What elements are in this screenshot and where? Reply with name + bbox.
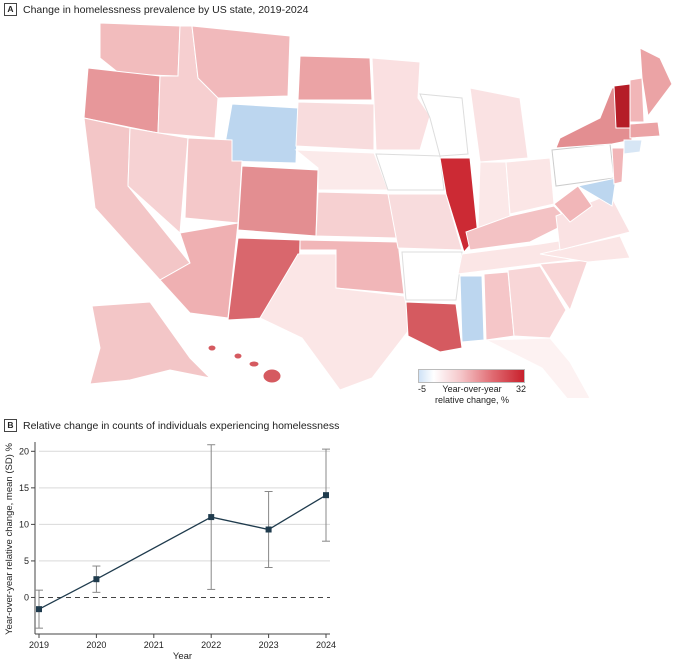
legend-color-scale <box>418 369 525 383</box>
legend-min-label: -5 <box>418 384 427 394</box>
legend-title-line2: relative change, % <box>434 395 510 405</box>
state-tx <box>259 253 413 391</box>
grid-layer <box>39 450 330 598</box>
legend-title-line1: Year-over-year <box>442 384 502 394</box>
state-va <box>555 193 631 251</box>
state-ia <box>375 153 445 191</box>
legend-max-label: 32 <box>515 384 526 394</box>
state-fl <box>485 337 591 398</box>
state-wa <box>99 22 181 77</box>
state-ar <box>401 251 463 301</box>
state-mi <box>469 87 529 163</box>
x-axis-title: Year <box>173 651 192 661</box>
state-nc <box>539 235 631 263</box>
panel-a-badge: A <box>4 3 17 16</box>
panel-b-header: B Relative change in counts of individua… <box>4 419 339 432</box>
x-tick-label: 2022 <box>201 640 221 650</box>
data-point-marker <box>323 492 329 499</box>
data-point-marker <box>265 526 272 533</box>
state-me <box>639 47 673 118</box>
state-la <box>405 301 463 353</box>
state-ct <box>623 139 643 155</box>
map-legend: -5 Year-over-year relative change, % 32 <box>418 369 526 405</box>
state-nd <box>297 55 373 101</box>
x-tick-label: 2023 <box>259 640 279 650</box>
axis-layer: 0 5 10 15 20 2019 2020 2021 2022 2023 2024 Year Year… <box>4 442 336 661</box>
state-ms <box>459 275 485 343</box>
state-nh <box>629 77 645 123</box>
x-tick-label: 2020 <box>86 640 106 650</box>
state-wi <box>419 93 469 157</box>
state-mt <box>191 25 291 99</box>
y-tick-label: 0 <box>24 592 29 602</box>
y-tick-label: 15 <box>19 483 29 493</box>
state-co <box>237 165 319 237</box>
x-tick-label: 2021 <box>144 640 164 650</box>
x-tick-label: 2019 <box>29 640 49 650</box>
state-wy <box>221 103 299 164</box>
state-mo <box>387 193 463 251</box>
state-hi <box>262 368 282 384</box>
state-sc <box>539 259 589 312</box>
state-pa <box>551 143 615 187</box>
data-point-marker <box>208 514 215 521</box>
y-axis-title: Year-over-year relative change, mean (SD… <box>4 443 15 635</box>
state-ne <box>294 149 389 191</box>
series-line <box>38 494 327 610</box>
state-wv <box>553 185 593 223</box>
state-ma <box>629 121 661 139</box>
us-choropleth-map <box>83 22 673 398</box>
state-nj <box>611 147 625 185</box>
state-ut <box>184 137 243 224</box>
state-oh <box>505 157 555 215</box>
state-md <box>576 177 617 207</box>
data-layer <box>35 444 330 629</box>
legend-title: Year-over-year relative change, % <box>432 384 512 406</box>
chart-title: Relative change in counts of individuals… <box>23 419 340 432</box>
data-point-marker <box>93 576 100 583</box>
state-vt <box>613 83 631 129</box>
state-ga <box>507 265 567 339</box>
panel-b-badge: B <box>4 419 17 432</box>
panel-a-header: A Change in homelessness prevalence by U… <box>4 3 308 16</box>
x-tick-label: 2024 <box>316 640 336 650</box>
state-mn <box>371 57 431 151</box>
y-tick-label: 20 <box>19 446 29 456</box>
data-point-marker <box>36 606 42 613</box>
map-title: Change in homelessness prevalence by US … <box>23 3 309 16</box>
state-ks <box>315 191 397 239</box>
line-chart: 0 5 10 15 20 2019 2020 2021 2022 2023 2024 Year Year… <box>4 442 336 661</box>
y-tick-label: 5 <box>24 556 29 566</box>
state-sd <box>295 101 375 151</box>
y-tick-label: 10 <box>19 519 29 529</box>
state-ak <box>89 301 212 385</box>
